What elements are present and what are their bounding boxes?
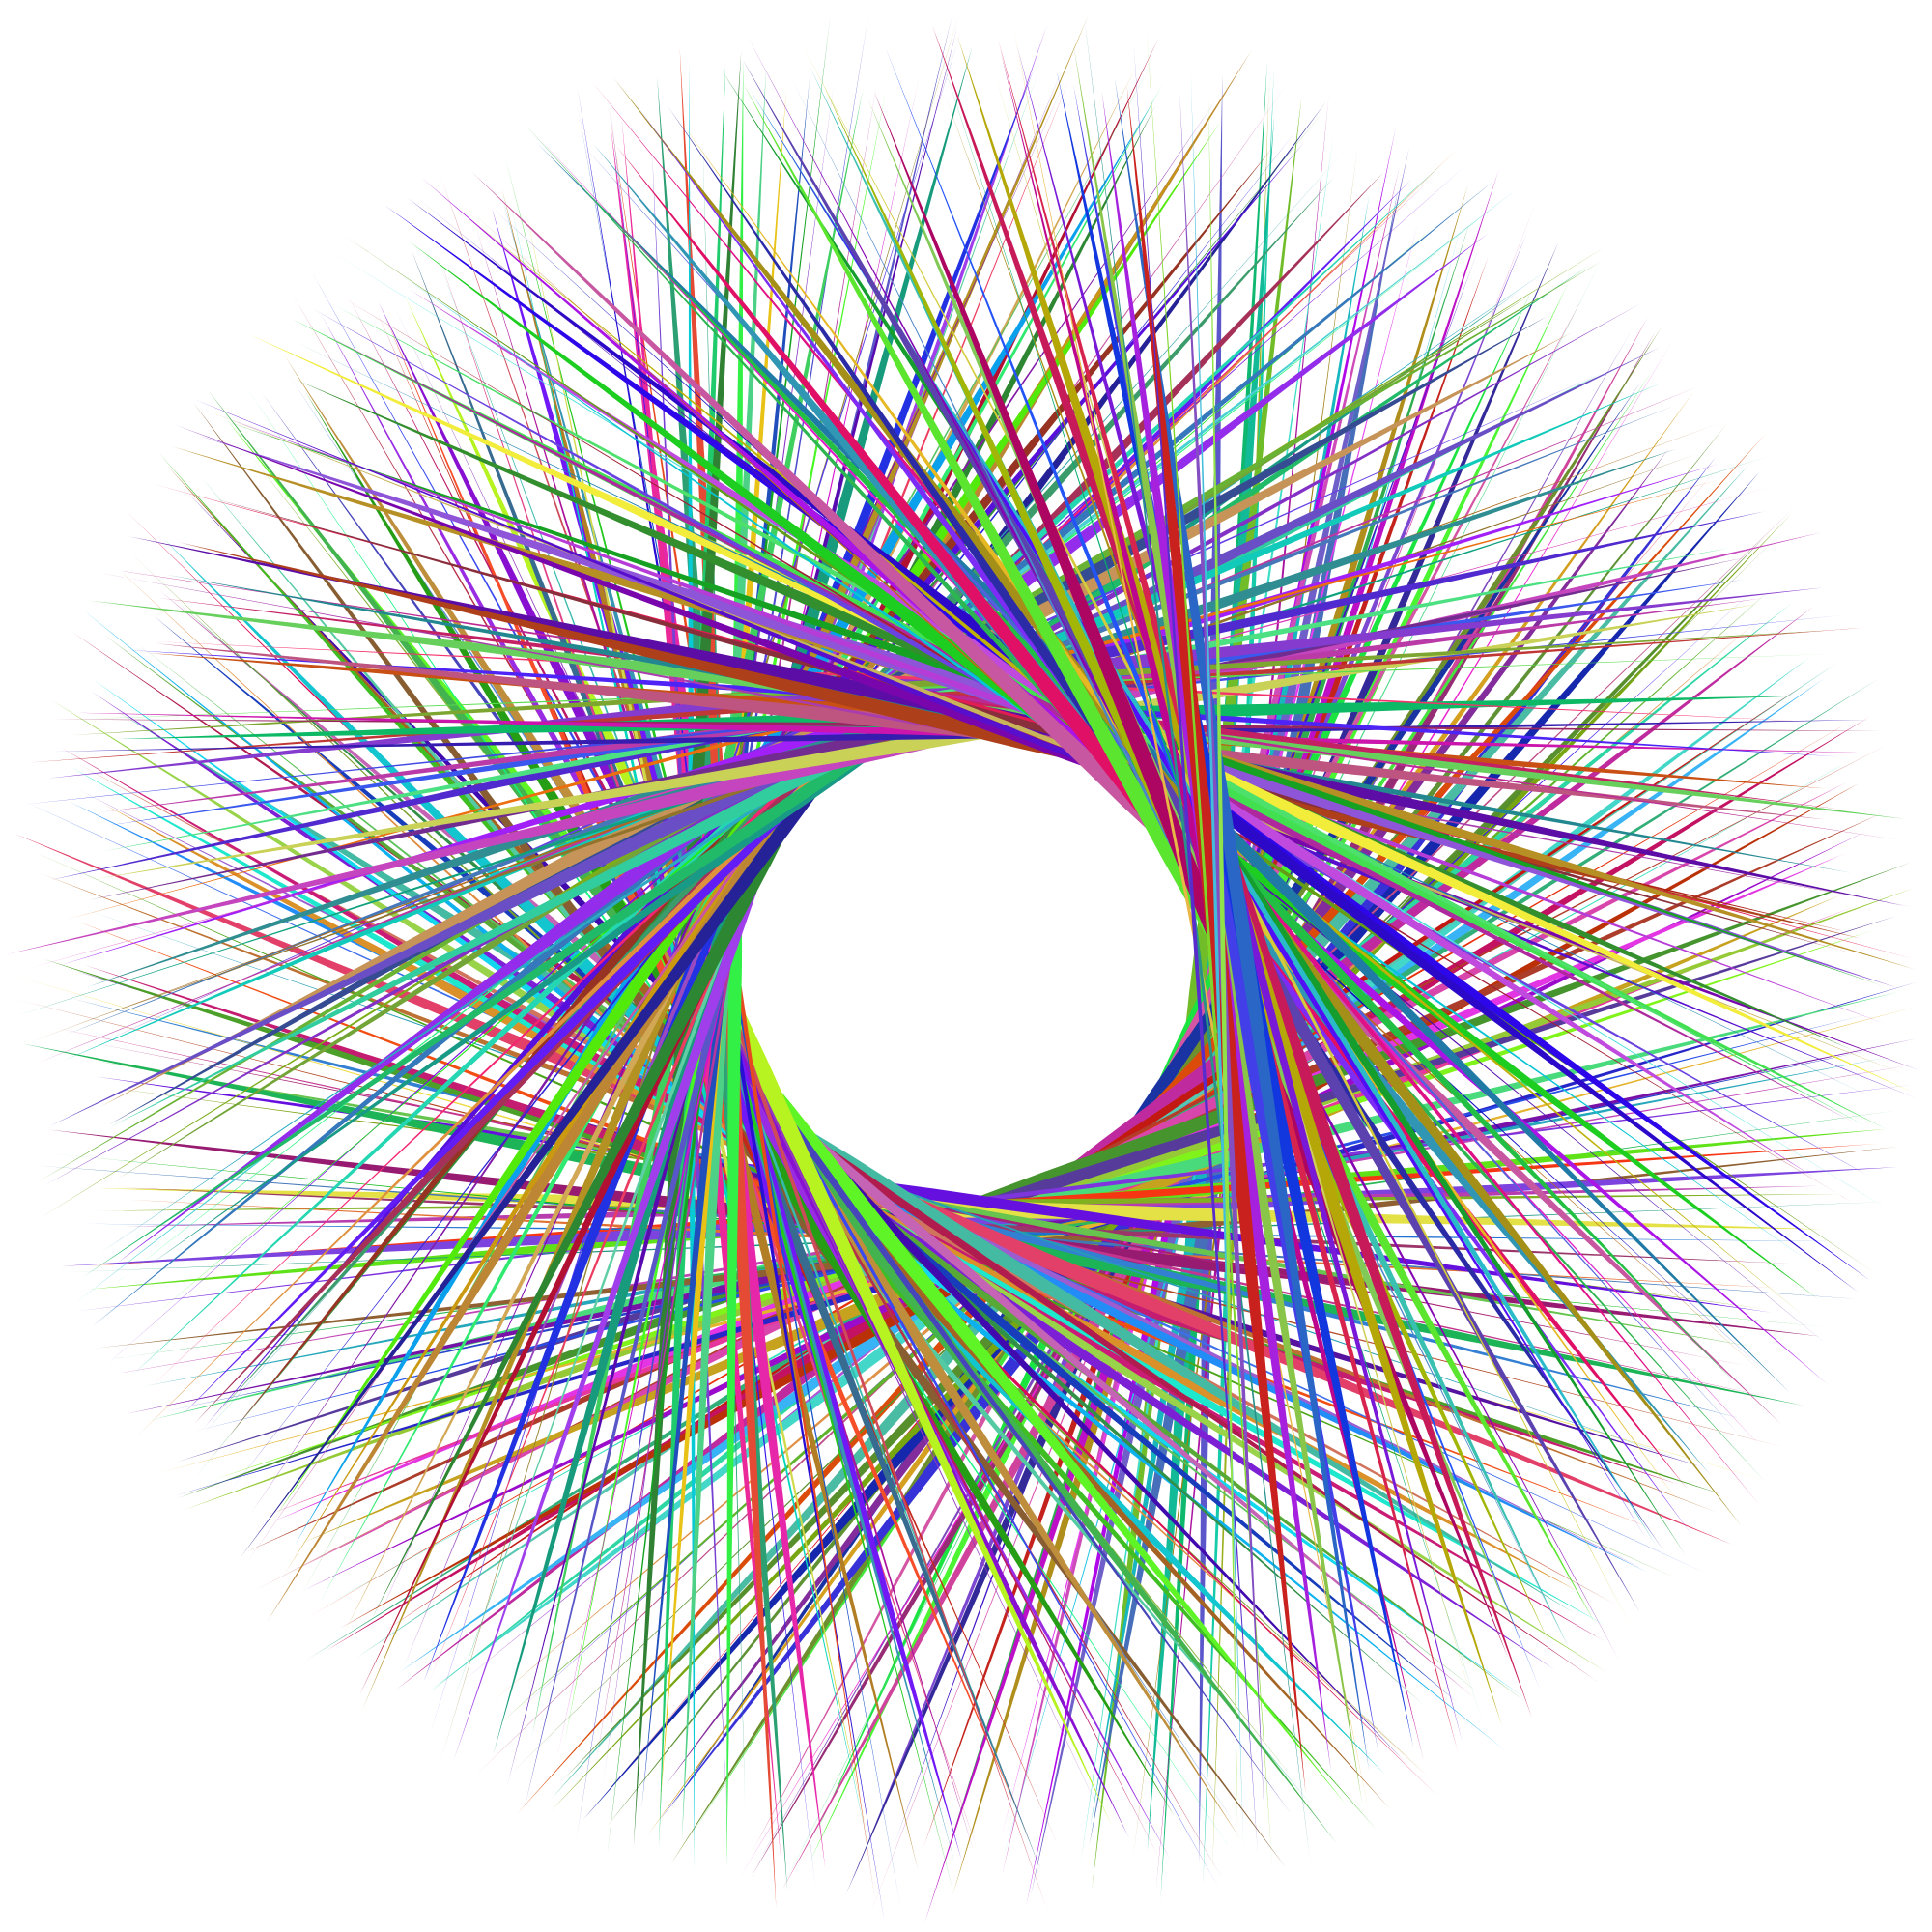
spike bbox=[241, 101, 1326, 1558]
spike bbox=[743, 82, 1596, 1625]
spike bbox=[177, 916, 1896, 1463]
spike bbox=[1012, 26, 1370, 1817]
spike-group bbox=[7, 10, 1919, 1924]
spike bbox=[1146, 29, 1273, 1870]
spike bbox=[1208, 95, 1238, 1829]
spike bbox=[1133, 43, 1259, 1857]
spike bbox=[608, 100, 875, 1898]
spike bbox=[1084, 14, 1311, 1861]
